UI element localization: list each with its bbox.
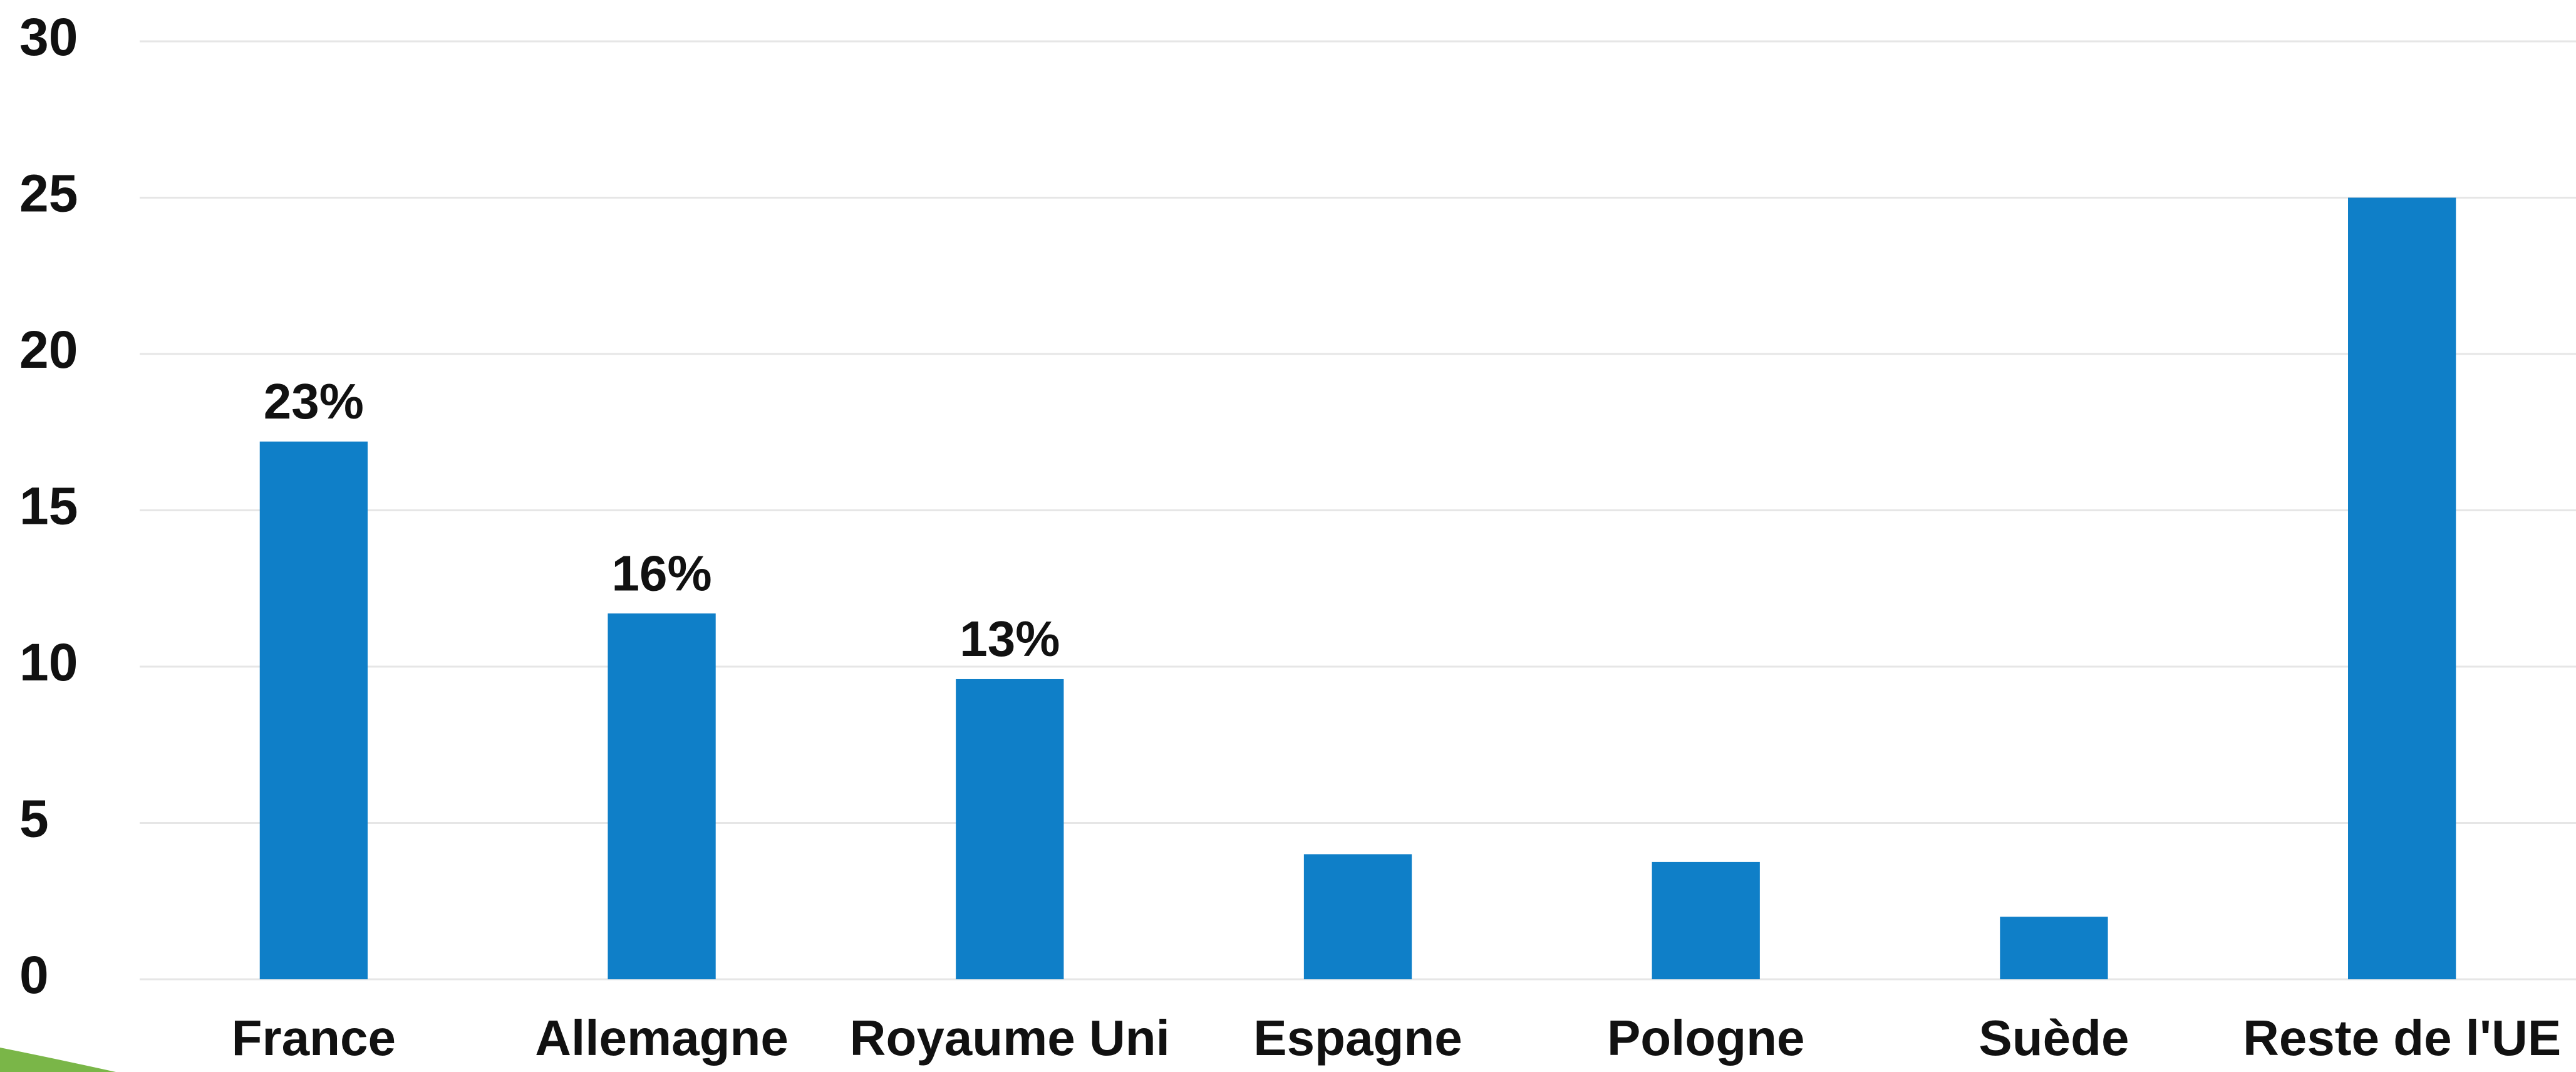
decorative-swoosh bbox=[0, 1048, 116, 1072]
data-label: 13% bbox=[960, 611, 1060, 667]
bar bbox=[260, 442, 368, 979]
bar bbox=[2348, 198, 2456, 980]
x-tick-label: Royaume Uni bbox=[850, 1010, 1170, 1066]
chart: 0 5 10 15 20 25 30 France 23% Allemagne 16% Royaume… bbox=[0, 0, 2576, 1072]
bar bbox=[2000, 917, 2108, 979]
x-tick-label: Espagne bbox=[1253, 1010, 1462, 1066]
y-tick-label: 30 bbox=[19, 8, 78, 66]
bar bbox=[608, 613, 715, 979]
y-tick-label: 0 bbox=[19, 945, 49, 1004]
data-label: 16% bbox=[612, 545, 712, 601]
x-tick-label: Allemagne bbox=[535, 1010, 789, 1066]
y-tick-label: 20 bbox=[19, 320, 78, 379]
x-tick-label: Suède bbox=[1979, 1010, 2129, 1066]
y-tick-label: 15 bbox=[19, 477, 78, 536]
y-tick-label: 25 bbox=[19, 164, 78, 223]
data-label: 23% bbox=[264, 373, 364, 429]
y-tick-label: 10 bbox=[19, 633, 78, 692]
bar bbox=[1652, 862, 1760, 979]
x-tick-label: France bbox=[232, 1010, 396, 1066]
bar bbox=[1304, 854, 1412, 979]
page: {"chart_data": {"type": "bar", "categori… bbox=[0, 0, 2576, 1072]
y-tick-label: 5 bbox=[19, 789, 49, 848]
x-tick-label: Reste de l'UE bbox=[2243, 1010, 2561, 1066]
x-tick-label: Pologne bbox=[1607, 1010, 1805, 1066]
bar bbox=[956, 679, 1063, 979]
